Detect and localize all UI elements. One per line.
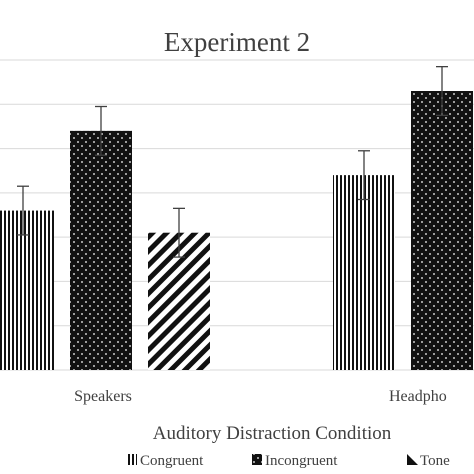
bar-incongruent-speakers bbox=[70, 130, 132, 370]
legend-label-tone: Tone bbox=[420, 453, 450, 469]
error-bar-incongruent-headphones bbox=[436, 65, 448, 117]
error-bars bbox=[17, 65, 448, 258]
legend-item-congruent: Congruent bbox=[127, 453, 204, 469]
legend-label-incongruent: Incongruent bbox=[265, 453, 338, 469]
legend-swatch-congruent bbox=[127, 454, 137, 465]
error-bar-incongruent-speakers bbox=[95, 105, 107, 156]
bars bbox=[0, 91, 473, 370]
bar-congruent-headphones bbox=[333, 175, 395, 370]
error-bar-tone-speakers bbox=[173, 207, 185, 258]
bar-incongruent-headphones bbox=[411, 91, 473, 370]
legend-item-tone: Tone bbox=[407, 453, 450, 469]
legend-swatch-incongruent bbox=[252, 454, 262, 465]
bar-congruent-speakers bbox=[0, 210, 54, 370]
legend: Congruent Incongruent Tone bbox=[127, 453, 450, 469]
legend-swatch-tone bbox=[407, 454, 418, 465]
legend-item-incongruent: Incongruent bbox=[252, 453, 338, 469]
error-bar-congruent-headphones bbox=[358, 150, 370, 201]
chart-title: Experiment 2 bbox=[164, 27, 310, 57]
category-label-speakers: Speakers bbox=[74, 388, 132, 405]
legend-label-congruent: Congruent bbox=[140, 453, 204, 469]
x-axis-label: Auditory Distraction Condition bbox=[153, 423, 392, 444]
category-label-headphones: Headpho bbox=[389, 388, 447, 405]
error-bar-congruent-speakers bbox=[17, 185, 29, 236]
